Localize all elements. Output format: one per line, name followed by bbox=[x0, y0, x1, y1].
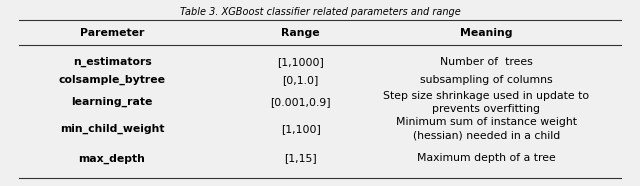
Text: Minimum sum of instance weight: Minimum sum of instance weight bbox=[396, 117, 577, 127]
Text: learning_rate: learning_rate bbox=[71, 97, 153, 108]
Text: min_child_weight: min_child_weight bbox=[60, 124, 164, 134]
Text: [1,100]: [1,100] bbox=[281, 124, 321, 134]
Text: colsample_bytree: colsample_bytree bbox=[58, 74, 166, 85]
Text: [0,1.0]: [0,1.0] bbox=[283, 75, 319, 85]
Text: max_depth: max_depth bbox=[79, 153, 145, 164]
Text: [1,1000]: [1,1000] bbox=[277, 57, 324, 67]
Text: Step size shrinkage used in update to: Step size shrinkage used in update to bbox=[383, 91, 589, 101]
Text: [1,15]: [1,15] bbox=[284, 153, 317, 163]
Text: Range: Range bbox=[282, 28, 320, 38]
Text: Meaning: Meaning bbox=[460, 28, 513, 38]
Text: subsampling of columns: subsampling of columns bbox=[420, 75, 553, 85]
Text: [0.001,0.9]: [0.001,0.9] bbox=[271, 97, 331, 107]
Text: Number of  trees: Number of trees bbox=[440, 57, 532, 67]
Text: Table 3. XGBoost classifier related parameters and range: Table 3. XGBoost classifier related para… bbox=[180, 7, 460, 17]
Text: (hessian) needed in a child: (hessian) needed in a child bbox=[413, 130, 560, 140]
Text: Paremeter: Paremeter bbox=[80, 28, 144, 38]
Text: Maximum depth of a tree: Maximum depth of a tree bbox=[417, 153, 556, 163]
Text: prevents overfitting: prevents overfitting bbox=[433, 104, 540, 114]
Text: n_estimators: n_estimators bbox=[72, 57, 152, 67]
